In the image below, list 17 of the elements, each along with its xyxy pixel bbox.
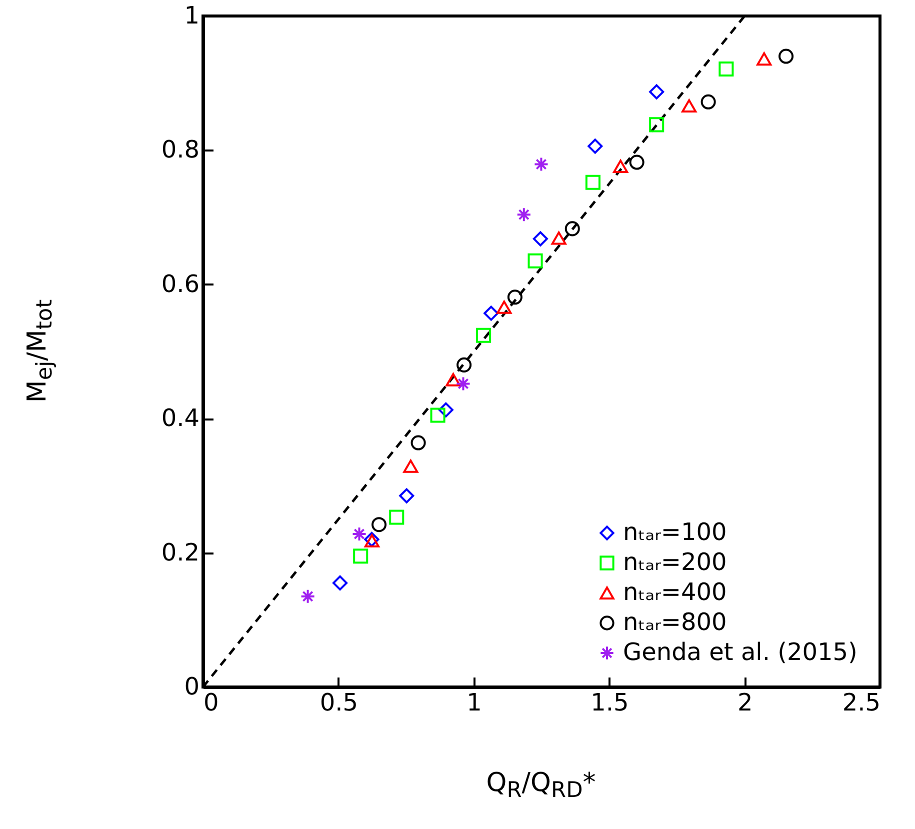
y-tick-label: 1 [184, 2, 200, 30]
x-tick-label: 0.5 [320, 688, 358, 716]
y-tick-label: 0.8 [161, 136, 200, 164]
legend-label: Genda et al. (2015) [623, 638, 858, 666]
legend-label: nₜₐᵣ=100 [623, 518, 727, 546]
legend-label: nₜₐᵣ=400 [623, 578, 727, 606]
x-tick-label: 2 [737, 688, 753, 716]
x-tick-label: 2.5 [842, 688, 880, 716]
x-axis-title: Q$_{R}$/Q$_{RD}$* [486, 768, 596, 804]
y-tick-label: 0.4 [161, 404, 200, 432]
y-tick-label: 0.6 [161, 270, 200, 298]
legend-label: nₜₐᵣ=800 [623, 608, 727, 636]
x-tick-label: 1.5 [590, 688, 629, 716]
legend-label: nₜₐᵣ=200 [623, 548, 727, 576]
y-tick-label: 0.2 [161, 538, 200, 566]
x-tick-label: 1 [466, 688, 482, 716]
x-tick-label: 0 [204, 688, 219, 716]
